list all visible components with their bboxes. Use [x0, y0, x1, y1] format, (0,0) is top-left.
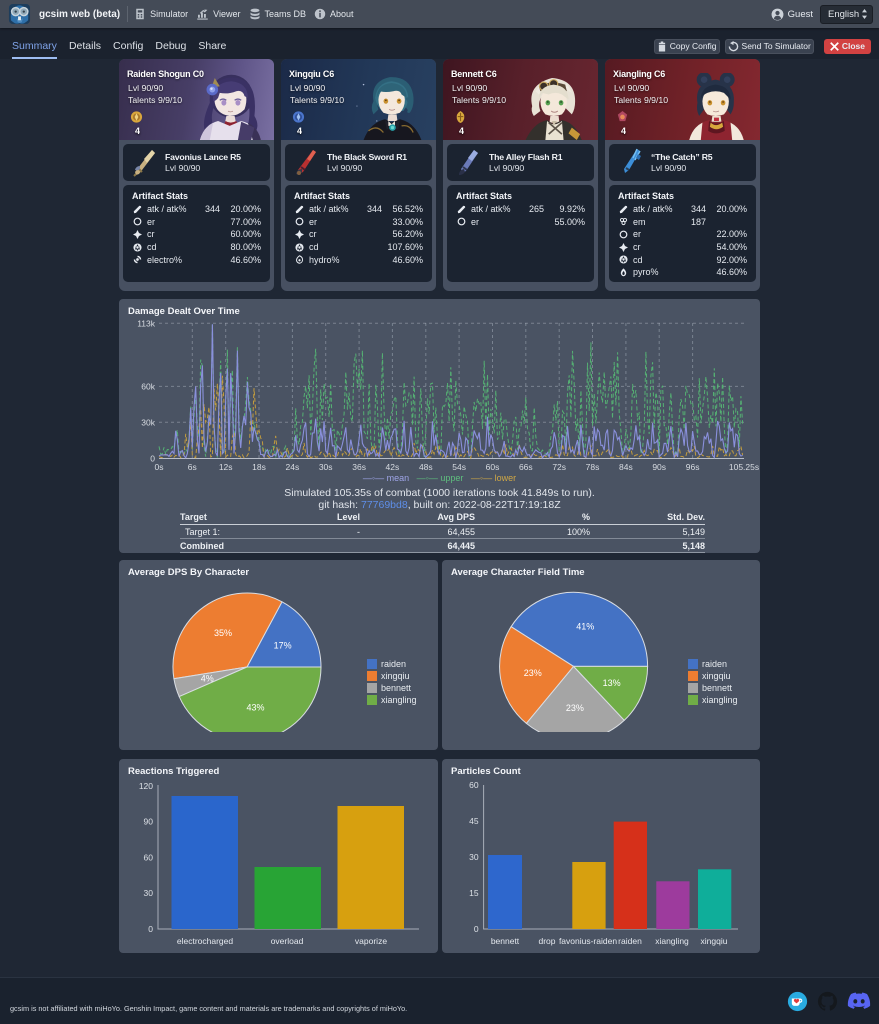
svg-text:electrocharged: electrocharged: [177, 936, 234, 946]
svg-text:xingqiu: xingqiu: [701, 936, 728, 946]
svg-text:favonius-raiden: favonius-raiden: [559, 936, 617, 946]
svg-text:15: 15: [469, 888, 479, 898]
svg-text:30: 30: [469, 852, 479, 862]
svg-text:17%: 17%: [274, 641, 292, 651]
svg-text:105.25s: 105.25s: [729, 462, 759, 472]
svg-text:30k: 30k: [141, 418, 155, 428]
svg-text:12s: 12s: [219, 462, 233, 472]
svg-text:78s: 78s: [586, 462, 600, 472]
svg-text:36s: 36s: [352, 462, 366, 472]
svg-text:60s: 60s: [486, 462, 500, 472]
svg-text:84s: 84s: [619, 462, 633, 472]
svg-text:42s: 42s: [386, 462, 400, 472]
svg-text:96s: 96s: [686, 462, 700, 472]
svg-text:bennett: bennett: [491, 936, 520, 946]
svg-text:30: 30: [144, 888, 154, 898]
svg-text:30s: 30s: [319, 462, 333, 472]
svg-text:4%: 4%: [201, 674, 214, 684]
svg-text:35%: 35%: [214, 628, 232, 638]
svg-text:90s: 90s: [652, 462, 666, 472]
svg-text:18s: 18s: [252, 462, 266, 472]
svg-text:66s: 66s: [519, 462, 533, 472]
svg-text:0s: 0s: [155, 462, 164, 472]
svg-text:120: 120: [139, 781, 153, 791]
svg-text:0: 0: [474, 924, 479, 934]
svg-text:45: 45: [469, 816, 479, 826]
svg-text:0: 0: [148, 924, 153, 934]
svg-text:vaporize: vaporize: [355, 936, 387, 946]
svg-text:60k: 60k: [141, 382, 155, 392]
svg-text:60: 60: [469, 780, 479, 790]
svg-text:drop: drop: [538, 936, 555, 946]
svg-text:xiangling: xiangling: [655, 936, 689, 946]
svg-text:48s: 48s: [419, 462, 433, 472]
svg-text:54s: 54s: [452, 462, 466, 472]
svg-text:72s: 72s: [552, 462, 566, 472]
svg-text:41%: 41%: [576, 622, 594, 632]
svg-text:6s: 6s: [188, 462, 197, 472]
svg-text:0: 0: [150, 454, 155, 464]
svg-text:60: 60: [144, 852, 154, 862]
svg-text:raiden: raiden: [618, 936, 642, 946]
svg-text:90: 90: [144, 817, 154, 827]
svg-text:24s: 24s: [286, 462, 300, 472]
svg-text:43%: 43%: [246, 703, 264, 713]
svg-text:113k: 113k: [137, 319, 156, 329]
svg-text:13%: 13%: [603, 678, 621, 688]
svg-text:23%: 23%: [566, 703, 584, 713]
svg-text:overload: overload: [271, 936, 304, 946]
svg-text:23%: 23%: [524, 668, 542, 678]
